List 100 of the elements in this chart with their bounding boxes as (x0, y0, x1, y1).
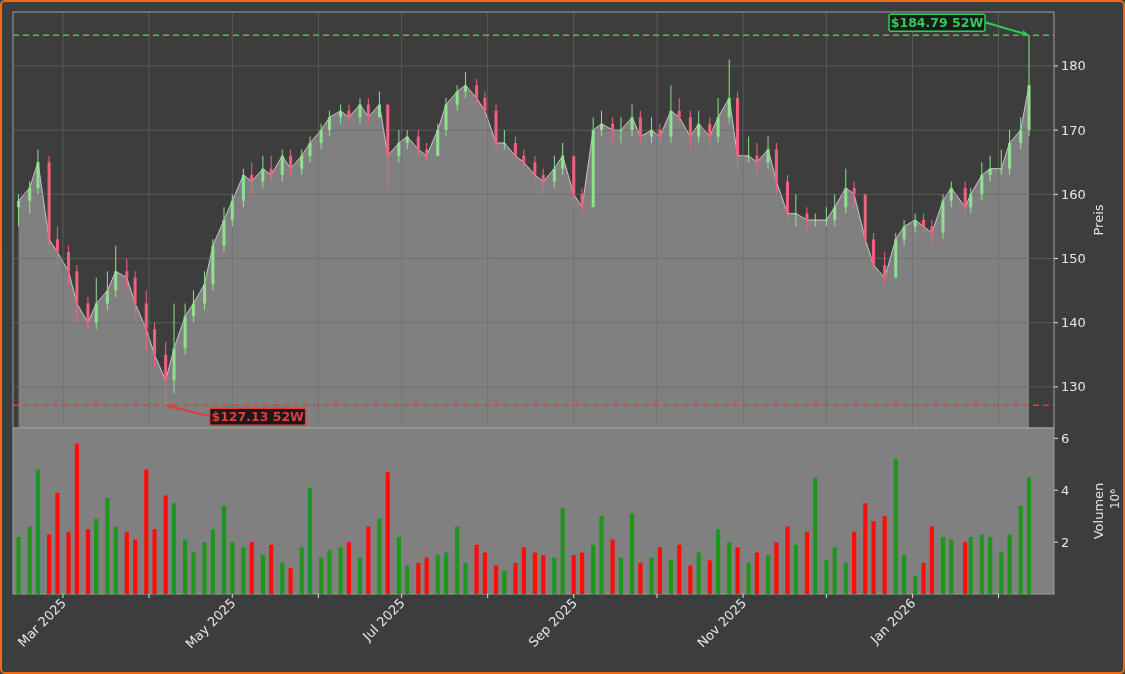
bar (46, 534, 52, 594)
candlestick (697, 110, 701, 143)
bar (813, 477, 818, 594)
candlestick (852, 181, 856, 208)
candlestick (533, 155, 537, 182)
y-tick-label: 170 (1061, 122, 1086, 138)
bar (346, 542, 351, 594)
candlestick (133, 271, 137, 317)
candlestick (580, 187, 584, 214)
bar (327, 549, 332, 594)
bar (288, 568, 293, 594)
candlestick (638, 110, 642, 143)
bar (221, 505, 227, 594)
candlestick (949, 181, 953, 208)
bar (230, 542, 235, 594)
bar (463, 562, 468, 594)
bar (940, 536, 946, 594)
bar (171, 503, 177, 594)
text: 10⁶ (1108, 488, 1122, 510)
bar (832, 547, 837, 594)
bar (579, 552, 585, 594)
bar (144, 469, 149, 594)
candlestick (483, 91, 487, 118)
bar (735, 547, 740, 594)
candlestick (1008, 130, 1012, 176)
candlestick (269, 155, 273, 182)
bar (774, 542, 779, 594)
candlestick (600, 110, 604, 137)
bar (893, 459, 898, 594)
y-tick-label: 6 (1061, 430, 1070, 446)
bar (183, 539, 188, 594)
bar (202, 542, 207, 594)
bar (599, 516, 604, 594)
candlestick (688, 110, 692, 150)
bar (474, 544, 479, 594)
candlestick (894, 232, 898, 278)
bar (618, 557, 624, 594)
candlestick (736, 91, 740, 169)
candlestick (988, 155, 992, 182)
candlestick (36, 149, 40, 195)
bar (852, 531, 857, 594)
bar (541, 555, 546, 594)
candlestick (930, 220, 934, 246)
candlestick (677, 98, 681, 124)
bar (396, 536, 401, 594)
candlestick (425, 142, 429, 163)
bar (27, 526, 32, 594)
bar (66, 531, 71, 594)
candlestick (963, 181, 967, 214)
candlestick (300, 149, 304, 176)
bar (299, 547, 304, 594)
bar (85, 529, 91, 594)
bar (105, 498, 110, 594)
bar (124, 531, 129, 594)
bar (727, 542, 732, 594)
candlestick (230, 194, 234, 227)
candlestick (386, 104, 390, 188)
candlestick (794, 194, 798, 227)
candlestick (250, 162, 254, 195)
bar (560, 508, 565, 594)
bar (785, 526, 790, 594)
ref-line-label: $184.79 52W (890, 15, 984, 31)
bar (649, 557, 654, 594)
candlestick (28, 181, 32, 214)
candlestick (261, 155, 265, 188)
bar (1026, 477, 1032, 594)
bar (74, 443, 79, 594)
bar (280, 562, 285, 594)
bar (152, 529, 157, 594)
bar (366, 526, 371, 594)
candlestick (922, 213, 926, 233)
candlestick (164, 341, 168, 406)
bar (657, 547, 662, 594)
candlestick (591, 117, 595, 208)
candlestick (358, 98, 362, 124)
candlestick (716, 98, 720, 143)
y-tick-label: 180 (1061, 58, 1086, 74)
candlestick (203, 271, 207, 310)
candlestick (669, 85, 673, 143)
candlestick (114, 245, 118, 298)
bar (16, 536, 21, 594)
candlestick (75, 264, 79, 323)
bar (113, 526, 118, 594)
bar (260, 555, 265, 594)
candlestick (105, 271, 109, 310)
candlestick (658, 123, 662, 143)
bar (377, 518, 382, 594)
candlestick (727, 59, 731, 124)
y-tick-label: 130 (1061, 379, 1086, 395)
candlestick (941, 194, 945, 240)
bar (668, 560, 674, 594)
bar (929, 526, 934, 594)
bar (493, 565, 499, 594)
bar (307, 487, 313, 594)
candlestick (1027, 35, 1031, 137)
candlestick (630, 104, 634, 137)
candlestick (572, 155, 576, 208)
candlestick (844, 168, 848, 214)
bar (882, 516, 887, 594)
bar (241, 547, 246, 594)
